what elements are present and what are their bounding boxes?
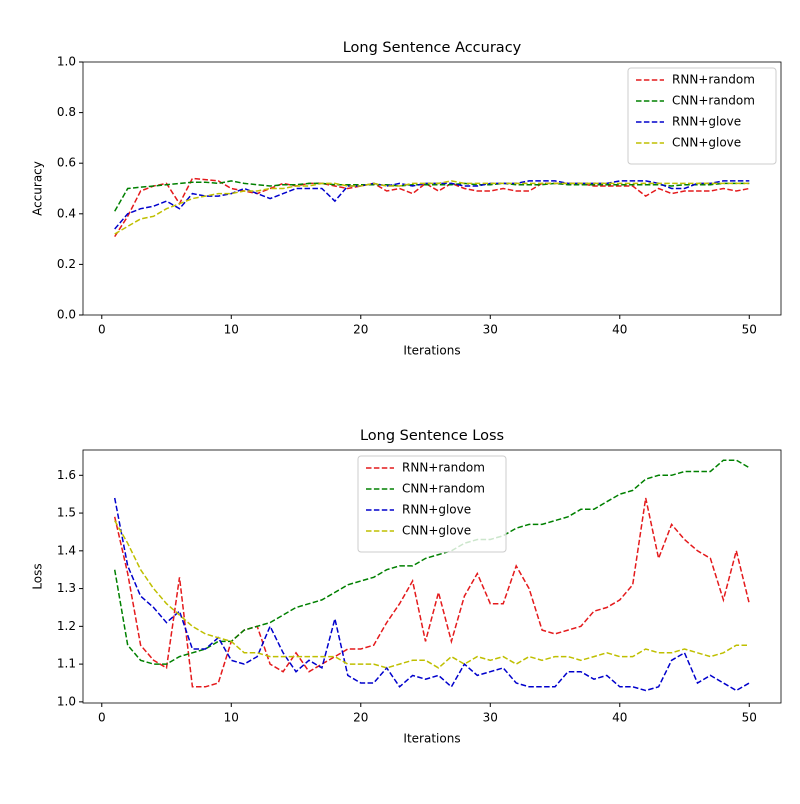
x-tick-label: 40 — [612, 323, 627, 337]
legend-label: CNN+glove — [672, 136, 741, 150]
x-tick-label: 40 — [612, 711, 627, 725]
y-tick-label: 1.1 — [57, 657, 76, 671]
series-line — [114, 180, 750, 212]
series-line — [114, 180, 750, 235]
series-line — [114, 177, 750, 238]
x-tick-label: 10 — [224, 323, 239, 337]
y-tick-label: 1.4 — [57, 543, 76, 557]
legend-label: RNN+random — [402, 461, 485, 475]
x-axis-label: Iterations — [403, 732, 460, 746]
chart-title: Long Sentence Accuracy — [343, 40, 522, 56]
x-tick-label: 50 — [742, 711, 757, 725]
y-tick-label: 0.6 — [57, 156, 76, 170]
x-tick-label: 20 — [353, 711, 368, 725]
y-tick-label: 0.2 — [57, 257, 76, 271]
legend: RNN+random CNN+random RNN+glove CNN+glove — [357, 455, 507, 553]
chart-title: Long Sentence Loss — [360, 428, 504, 444]
legend-label: RNN+glove — [672, 115, 741, 129]
legend: RNN+random CNN+random RNN+glove CNN+glove — [627, 67, 777, 165]
x-tick-label: 30 — [483, 711, 498, 725]
series-line — [114, 520, 750, 669]
x-tick-label: 30 — [483, 323, 498, 337]
series-line — [113, 497, 750, 692]
x-axis-label: Iterations — [403, 344, 460, 358]
series-line — [113, 497, 751, 688]
y-tick-label: 1.0 — [57, 55, 76, 69]
y-tick-label: 0.8 — [57, 105, 76, 119]
y-tick-label: 1.6 — [57, 468, 76, 482]
legend-label: CNN+glove — [402, 524, 471, 538]
legend-label: RNN+random — [672, 73, 755, 87]
legend-box — [357, 455, 507, 553]
y-tick-label: 1.0 — [57, 694, 76, 708]
x-tick-label: 50 — [742, 323, 757, 337]
legend-label: CNN+random — [672, 94, 755, 108]
legend-label: CNN+random — [402, 482, 485, 496]
y-axis-label: Accuracy — [31, 161, 45, 216]
x-tick-label: 20 — [353, 323, 368, 337]
y-tick-label: 1.3 — [57, 581, 76, 595]
y-tick-label: 1.2 — [57, 619, 76, 633]
y-axis-label: Loss — [31, 563, 45, 589]
x-tick-label: 10 — [224, 711, 239, 725]
y-tick-label: 1.5 — [57, 506, 76, 520]
legend-label: RNN+glove — [402, 503, 471, 517]
y-tick-label: 0.4 — [57, 206, 76, 220]
x-tick-label: 0 — [98, 711, 106, 725]
legend-box — [627, 67, 777, 165]
x-tick-label: 0 — [98, 323, 106, 337]
y-tick-label: 0.0 — [57, 308, 76, 322]
